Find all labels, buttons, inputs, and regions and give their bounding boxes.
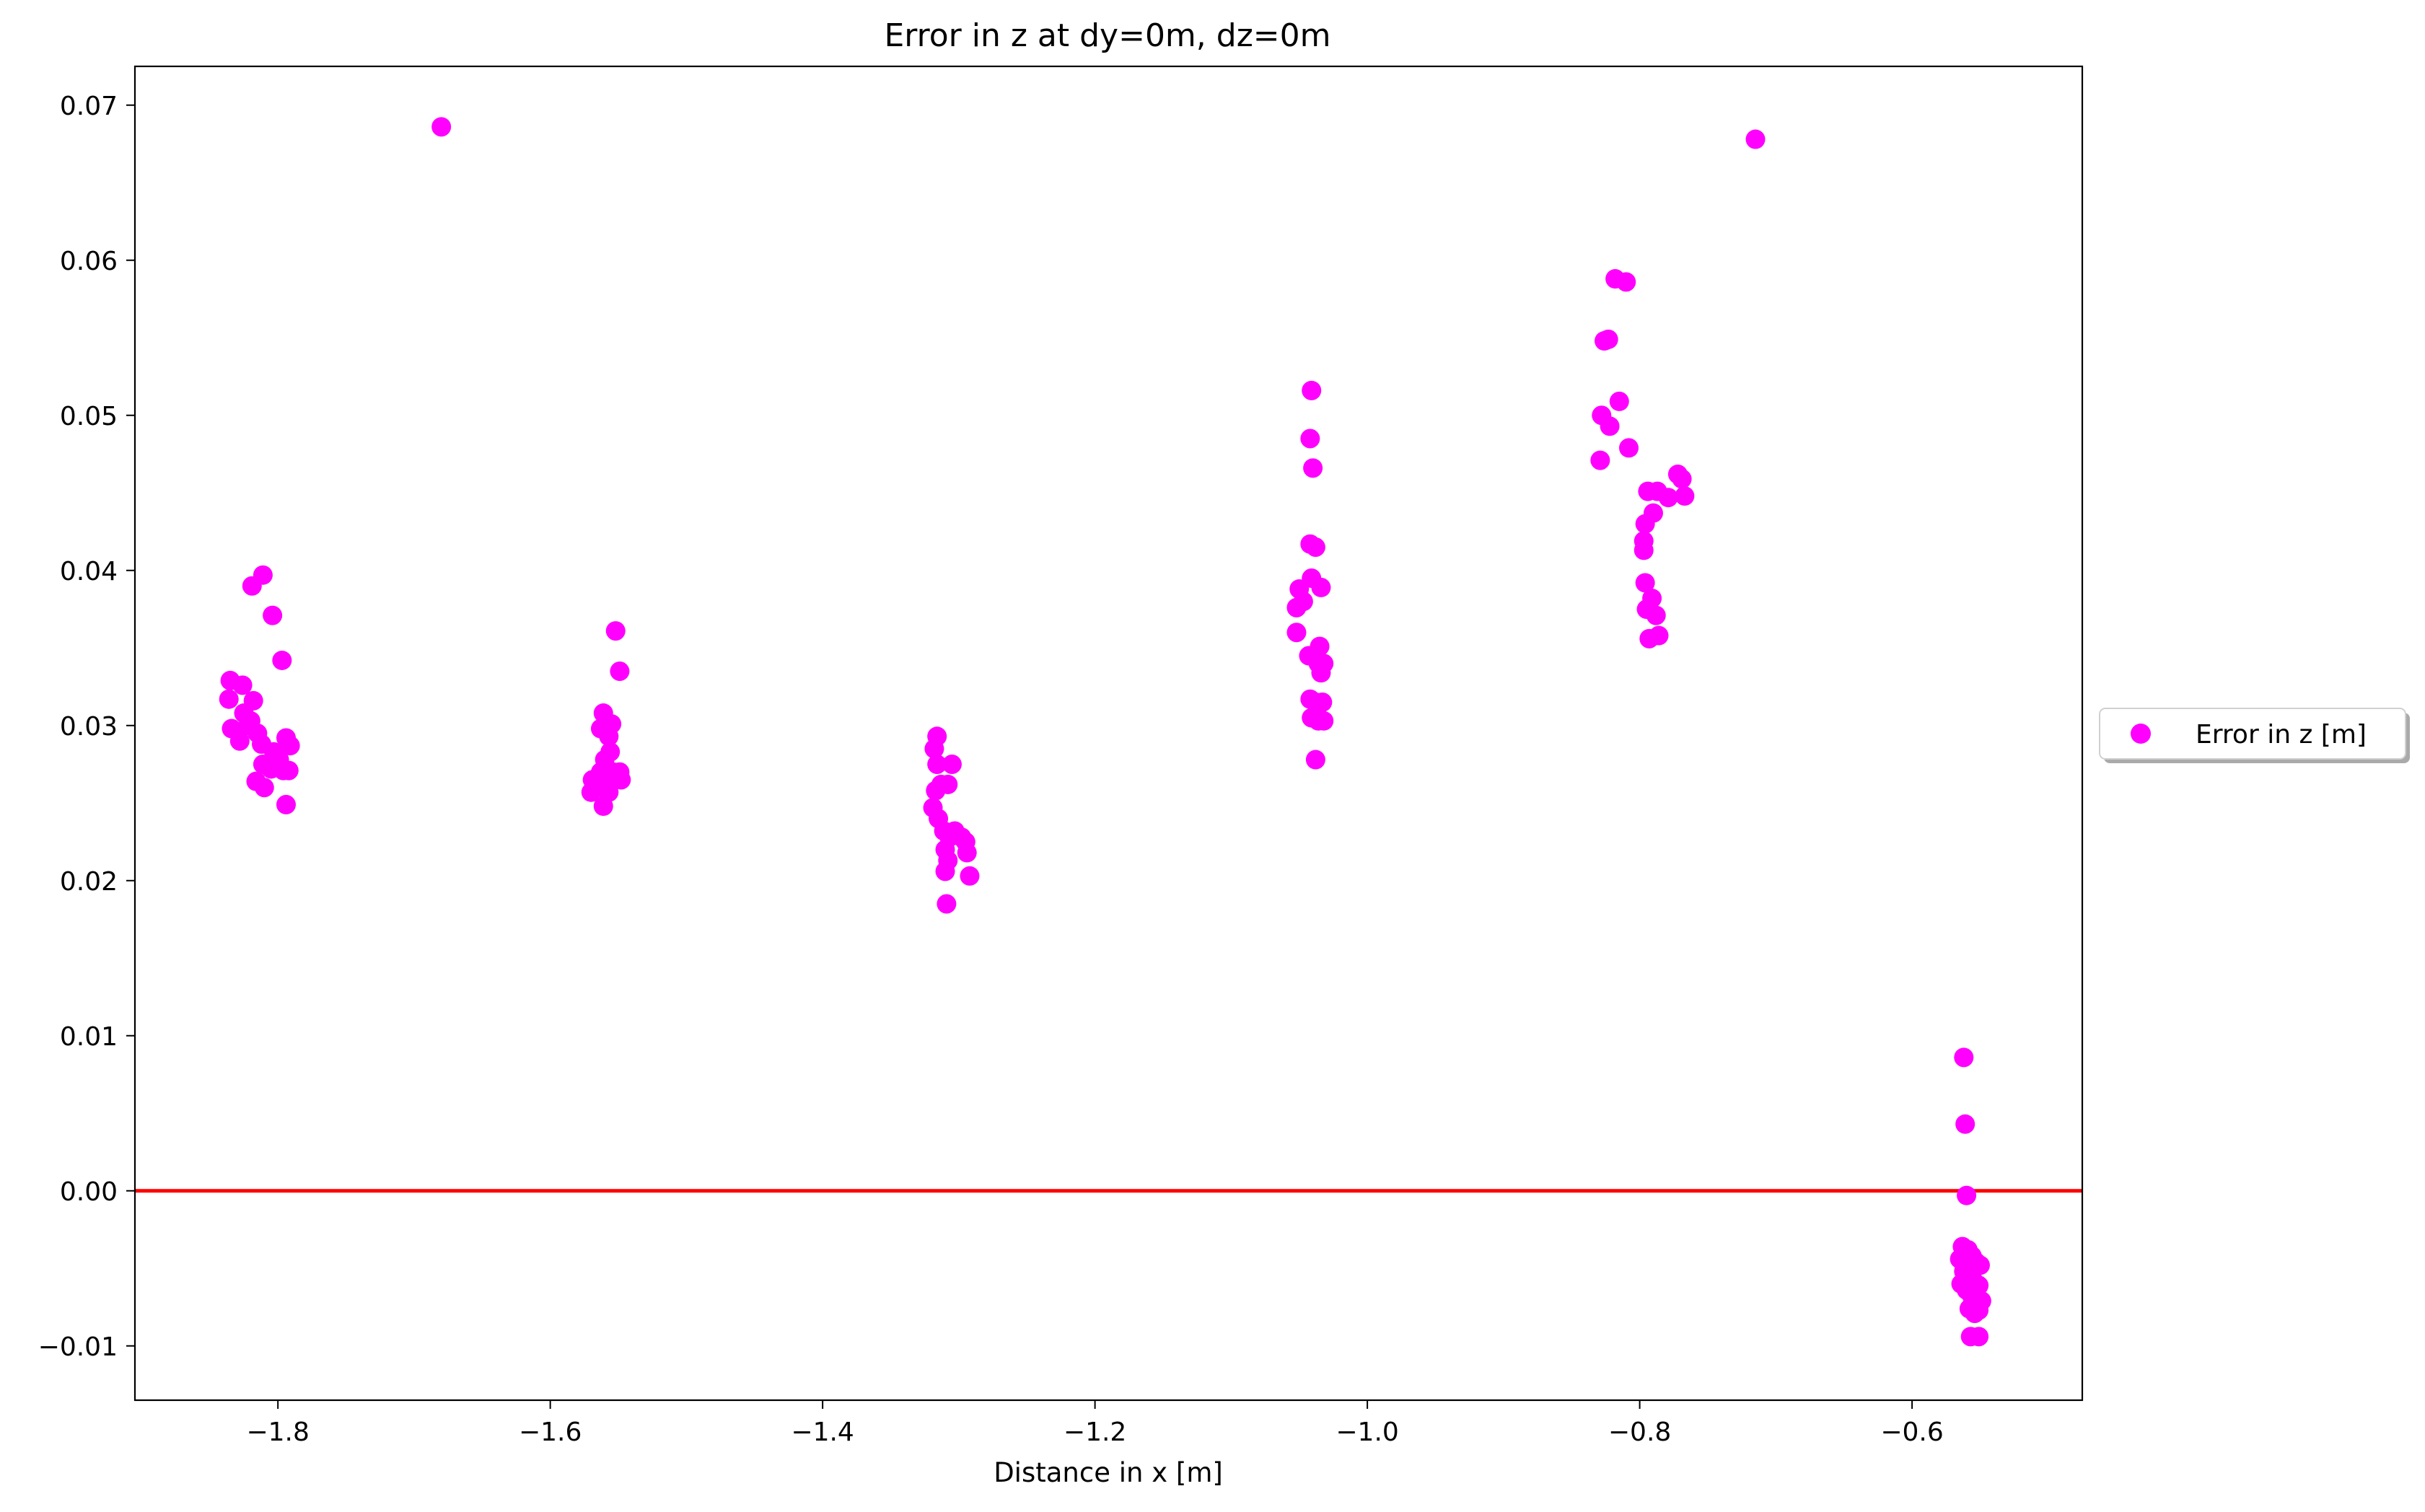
data-point: [942, 755, 962, 774]
data-point: [431, 117, 452, 137]
x-axis: −1.8 −1.6 −1.4 −1.2 −1.0 −0.8 −0.6: [246, 1400, 1944, 1447]
legend-box: [2099, 708, 2406, 760]
x-axis-label: Distance in x [m]: [994, 1457, 1223, 1488]
chart-title: Error in z at dy=0m, dz=0m: [884, 17, 1330, 54]
x-tick-label: −1.6: [519, 1418, 582, 1447]
data-point: [1303, 458, 1323, 478]
data-point: [1300, 428, 1320, 449]
y-axis: −0.01 0.00 0.01 0.02 0.03 0.04 0.05 0.06 0.07: [38, 92, 135, 1362]
y-tick-label: −0.01: [38, 1332, 118, 1362]
data-point: [1639, 628, 1659, 649]
data-point: [957, 843, 977, 863]
data-point: [1609, 391, 1629, 411]
data-point: [1957, 1185, 1977, 1205]
data-point: [1311, 663, 1331, 683]
data-point: [1590, 450, 1610, 470]
data-point: [1314, 711, 1334, 731]
data-points: [219, 117, 1991, 1347]
y-tick-label: 0.04: [60, 557, 118, 586]
data-point: [254, 778, 274, 798]
data-point: [263, 605, 283, 625]
y-tick-label: 0.06: [60, 247, 118, 276]
data-point: [927, 755, 947, 774]
data-point: [272, 650, 292, 670]
data-point: [229, 731, 250, 751]
data-point: [232, 675, 253, 695]
y-tick-label: 0.07: [60, 92, 118, 121]
data-point: [1305, 750, 1325, 770]
plot-area: [133, 65, 2084, 1402]
data-point: [1675, 486, 1695, 506]
data-point: [1616, 272, 1636, 292]
data-point: [280, 736, 300, 756]
data-point: [243, 690, 263, 711]
data-point: [611, 770, 631, 790]
data-point: [1635, 514, 1655, 534]
plot-frame: [135, 66, 2082, 1400]
data-point: [1311, 577, 1331, 597]
data-point: [276, 794, 297, 814]
data-point: [273, 760, 294, 781]
data-point: [1634, 540, 1654, 561]
legend: Error in z [m]: [2099, 708, 2410, 763]
data-point: [605, 621, 626, 641]
data-point: [593, 796, 613, 817]
y-tick-label: 0.02: [60, 867, 118, 897]
data-point: [938, 774, 958, 794]
data-point: [937, 894, 957, 914]
x-tick-label: −0.8: [1608, 1418, 1671, 1447]
data-point: [1635, 573, 1655, 593]
data-point: [1969, 1327, 1989, 1347]
data-point: [1293, 592, 1313, 612]
legend-label: Error in z [m]: [2196, 720, 2367, 750]
data-point: [1286, 623, 1307, 643]
data-point: [1646, 605, 1666, 625]
data-point: [1312, 693, 1333, 712]
y-tick-label: 0.05: [60, 402, 118, 431]
data-point: [219, 689, 239, 709]
data-point: [1672, 469, 1692, 489]
data-point: [1598, 329, 1618, 349]
plot-border: [133, 65, 2084, 1402]
x-tick-label: −1.8: [246, 1418, 309, 1447]
x-tick-label: −1.0: [1336, 1418, 1398, 1447]
x-tick-label: −1.4: [791, 1418, 854, 1447]
y-tick-label: 0.03: [60, 712, 118, 742]
data-point: [1969, 1300, 1989, 1320]
data-point: [1745, 129, 1766, 149]
data-point: [960, 866, 980, 886]
data-point: [599, 726, 619, 747]
data-point: [1305, 537, 1325, 557]
x-tick-label: −0.6: [1880, 1418, 1943, 1447]
data-point: [610, 662, 630, 681]
data-point: [600, 742, 620, 762]
data-point: [1955, 1114, 1975, 1134]
data-point: [935, 861, 955, 882]
data-point: [1302, 380, 1322, 400]
data-point: [253, 565, 273, 585]
data-point: [1658, 488, 1678, 508]
data-point: [590, 762, 610, 782]
data-point: [1618, 438, 1639, 458]
y-tick-label: 0.00: [60, 1177, 118, 1207]
data-point: [1600, 416, 1620, 436]
data-point: [924, 739, 944, 759]
x-tick-label: −1.2: [1064, 1418, 1126, 1447]
legend-marker: [2131, 724, 2151, 744]
data-point: [1310, 636, 1330, 656]
data-point: [1954, 1047, 1974, 1068]
y-tick-label: 0.01: [60, 1022, 118, 1052]
